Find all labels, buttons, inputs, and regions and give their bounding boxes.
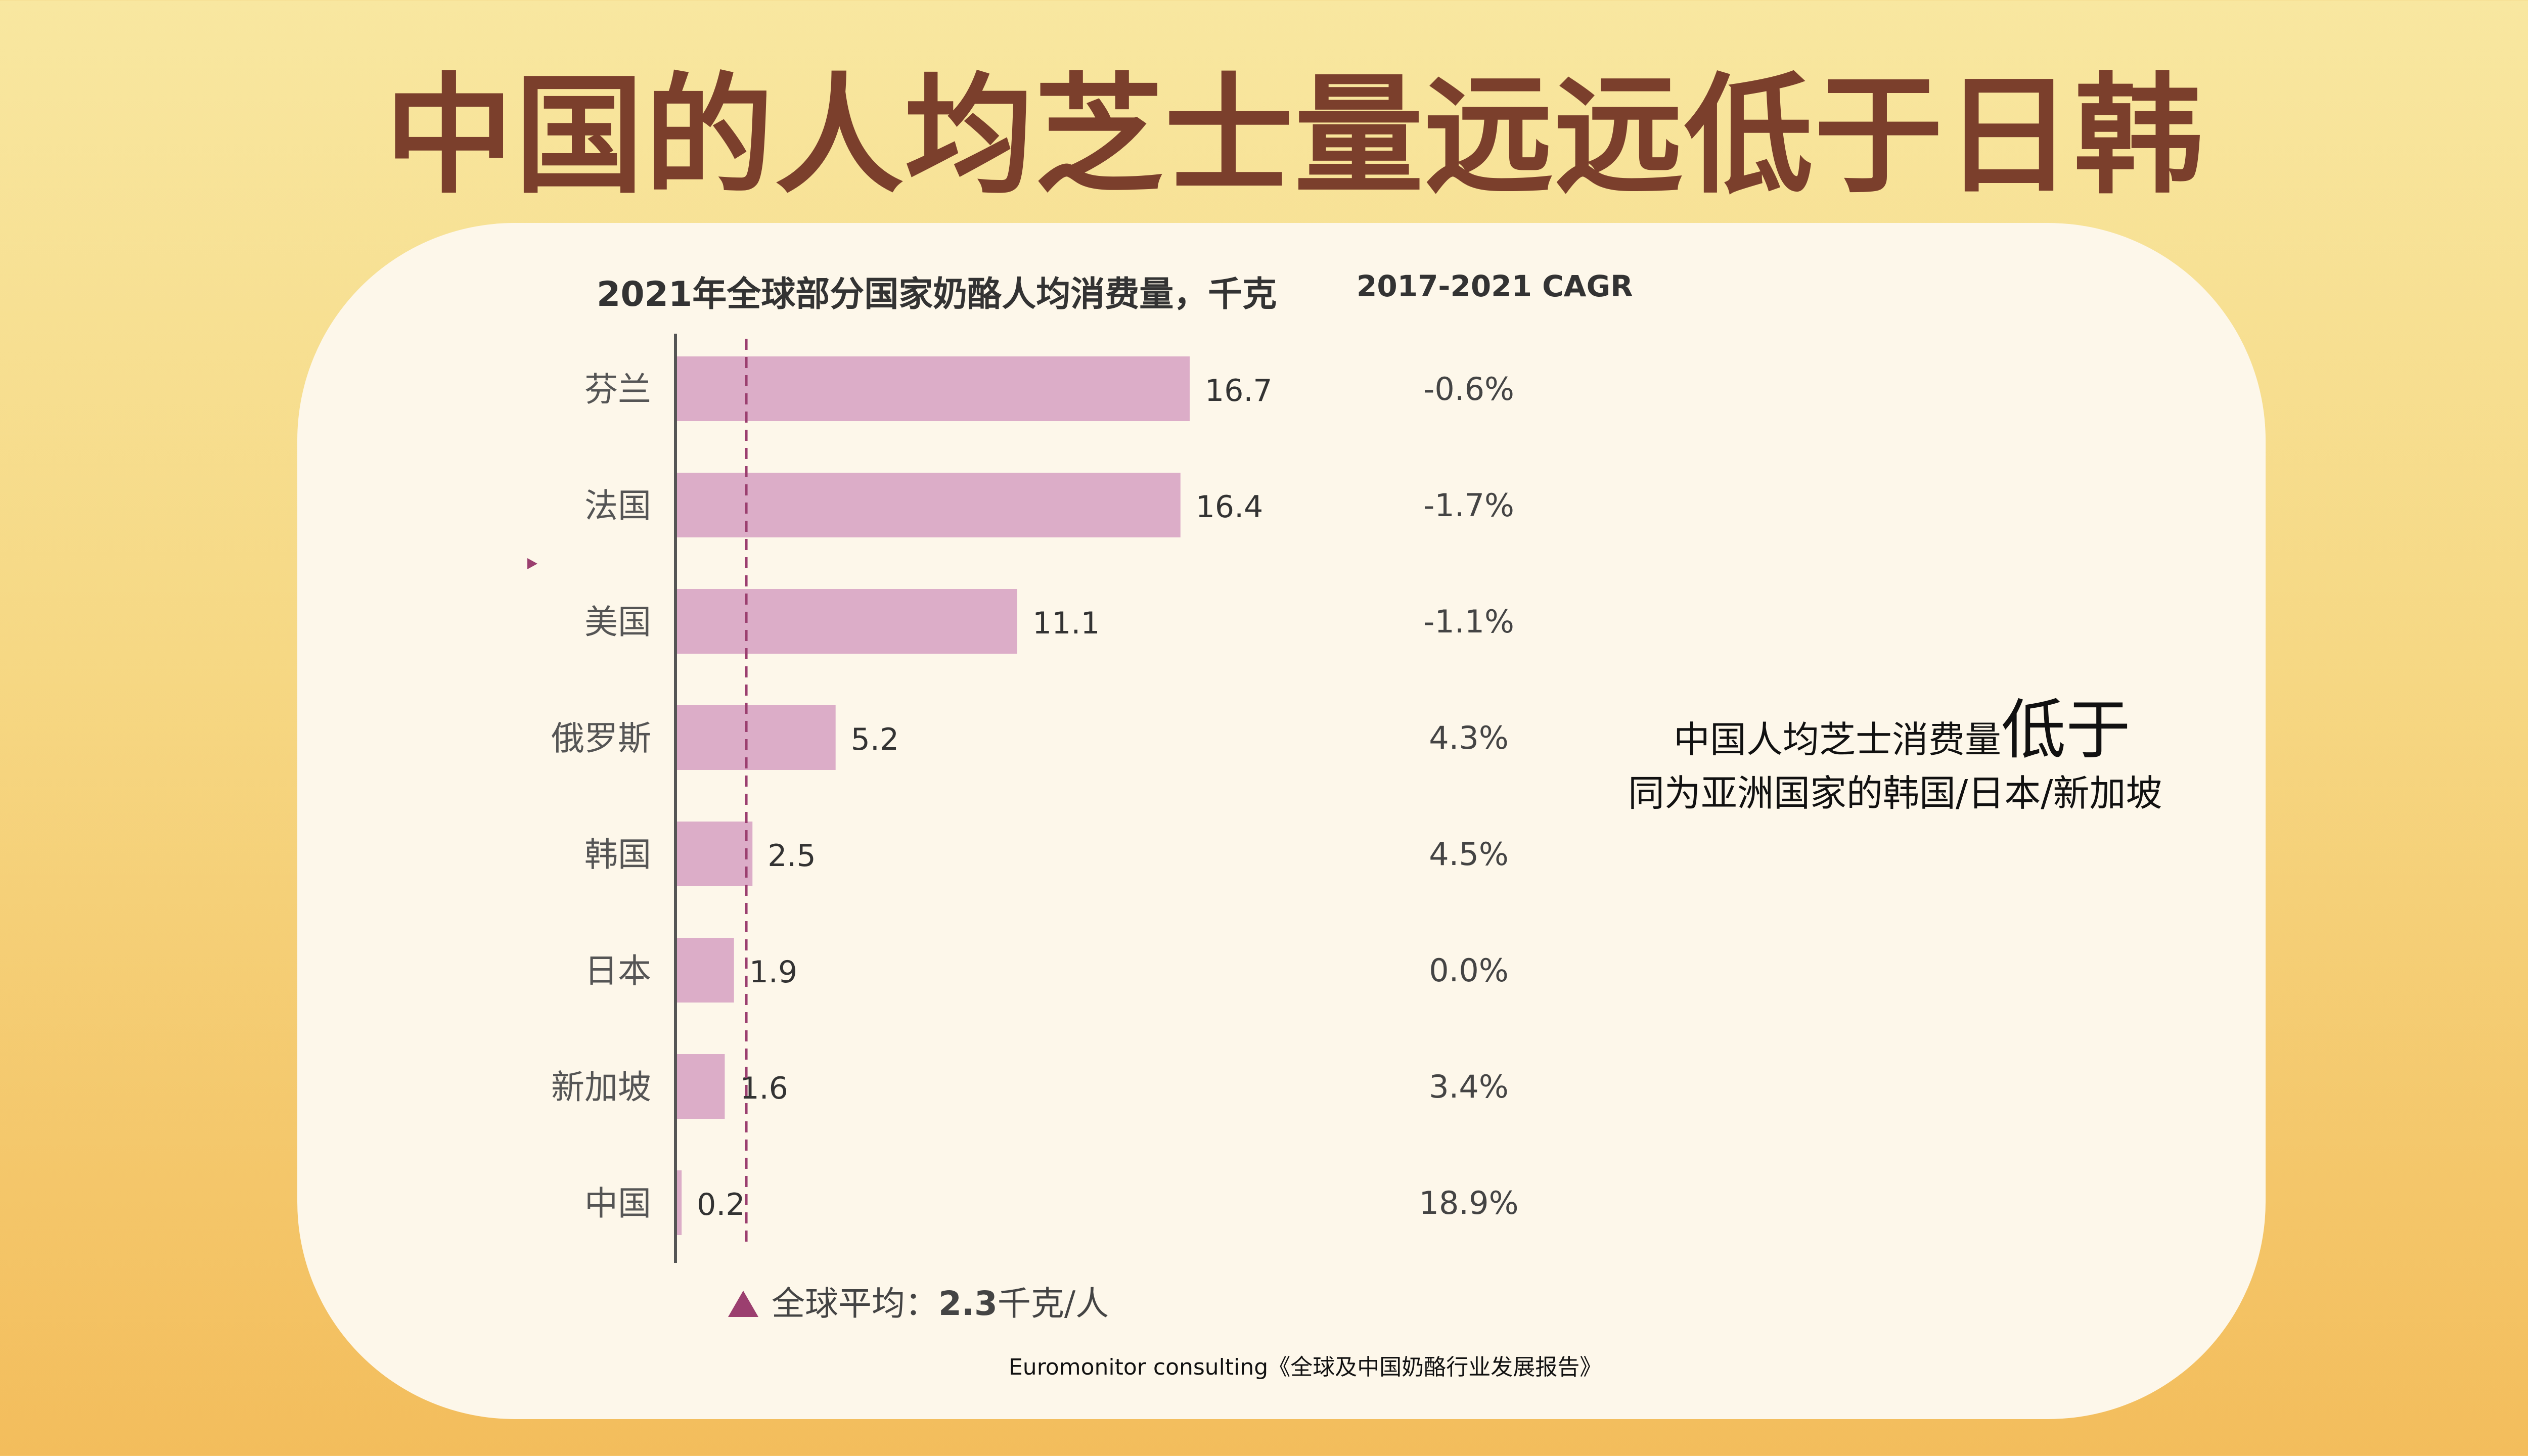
category-label: 芬兰	[584, 370, 651, 409]
value-label: 16.7	[1205, 373, 1273, 408]
flag-icon	[527, 558, 537, 569]
annotation-prefix: 中国人均芝士消费量	[1674, 718, 2002, 761]
annotation-emphasis: 低于	[2001, 693, 2131, 768]
bar	[675, 1054, 725, 1119]
value-label: 5.2	[851, 722, 899, 757]
category-label: 中国	[584, 1184, 651, 1223]
bar	[675, 589, 1017, 654]
bar	[675, 822, 753, 886]
cagr-value: 4.3%	[1429, 719, 1509, 756]
chart-title: 2021年全球部分国家奶酪人均消费量，千克	[597, 275, 1277, 314]
source-note: Euromonitor consulting《全球及中国奶酪行业发展报告》	[1009, 1354, 1602, 1380]
value-label: 0.2	[697, 1187, 745, 1222]
category-label: 韩国	[584, 835, 651, 874]
average-legend: 全球平均：2.3千克/人	[728, 1277, 1109, 1325]
page-title: 中国的人均芝士量远远低于日韩	[384, 61, 2204, 211]
category-label: 法国	[584, 486, 651, 525]
bar	[675, 705, 836, 770]
category-label: 日本	[584, 951, 651, 990]
annotation-line-1: 中国人均芝士消费量低于	[1674, 698, 2131, 783]
value-label: 11.1	[1032, 606, 1100, 641]
cagr-value: 4.5%	[1429, 836, 1509, 873]
cagr-value: 18.9%	[1419, 1185, 1519, 1221]
annotation-line-2: 同为亚洲国家的韩国/日本/新加坡	[1628, 772, 2162, 814]
bar	[675, 1170, 682, 1235]
bar	[675, 356, 1190, 421]
content-panel	[297, 223, 2266, 1419]
triangle-icon	[728, 1291, 758, 1317]
cagr-value: -0.6%	[1423, 371, 1514, 407]
category-label: 美国	[584, 603, 651, 642]
cagr-header: 2017-2021 CAGR	[1357, 269, 1633, 303]
value-label: 16.4	[1196, 489, 1263, 525]
average-value: 2.3	[938, 1284, 998, 1323]
category-label: 新加坡	[551, 1068, 651, 1107]
bar	[675, 938, 734, 1003]
average-unit: 千克/人	[997, 1284, 1109, 1323]
value-label: 1.6	[740, 1071, 788, 1106]
value-label: 1.9	[749, 954, 797, 990]
cagr-value: -1.7%	[1423, 487, 1514, 524]
cagr-value: 0.0%	[1429, 952, 1509, 989]
bar	[675, 473, 1181, 537]
value-label: 2.5	[768, 838, 816, 874]
cagr-value: 3.4%	[1429, 1068, 1509, 1105]
cagr-value: -1.1%	[1423, 603, 1514, 640]
category-label: 俄罗斯	[551, 719, 651, 758]
average-label-prefix: 全球平均：	[772, 1284, 938, 1323]
